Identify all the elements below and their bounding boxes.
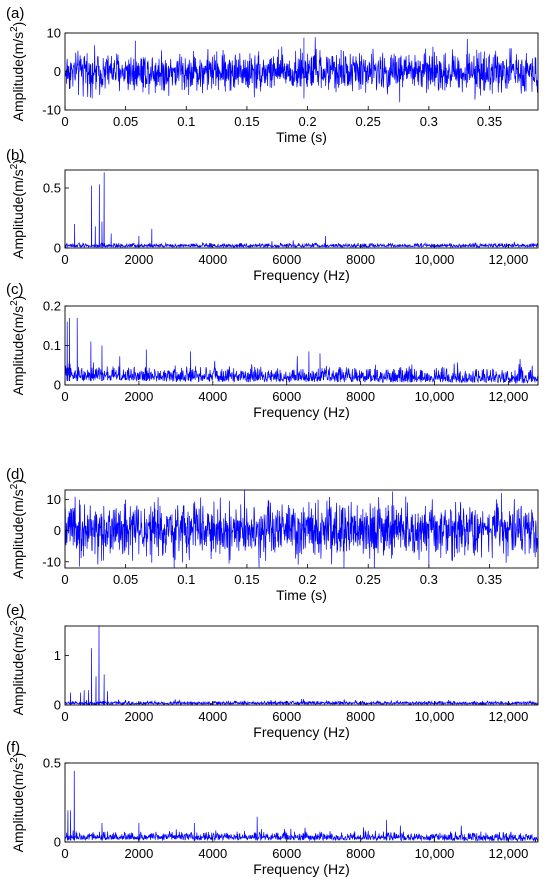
x-tick-label: 2000 (124, 252, 153, 267)
x-tick-label: 12,000 (489, 389, 529, 404)
y-axis-label: Amplitude(m/s2) (9, 159, 26, 259)
y-tick-label: 0.5 (43, 756, 61, 771)
axes-frame (64, 489, 539, 569)
signal-series-line (65, 317, 538, 384)
axes-frame (64, 625, 539, 706)
x-tick-label: 4000 (198, 846, 227, 861)
panel-label: (f) (6, 739, 20, 756)
y-tick-label: 0.5 (43, 181, 61, 196)
x-tick-label: 6000 (272, 709, 301, 724)
x-tick-label: 8000 (346, 846, 375, 861)
panel-label: (b) (6, 147, 24, 164)
x-tick-label: 6000 (272, 252, 301, 267)
signal-series-line (65, 626, 538, 705)
y-tick-label: -10 (42, 103, 61, 118)
x-tick-label: 2000 (124, 389, 153, 404)
x-tick-label: 0.1 (177, 114, 195, 129)
y-axis-label: Amplitude(m/s2) (9, 296, 26, 396)
x-axis-label: Time (s) (276, 587, 327, 603)
y-axis-label: Amplitude(m/s2) (9, 616, 26, 716)
x-tick-label: 6000 (272, 846, 301, 861)
x-axis-label: Frequency (Hz) (253, 267, 349, 283)
x-tick-label: 0.3 (420, 114, 438, 129)
signal-series-line (65, 770, 538, 842)
panel-label: (e) (6, 602, 24, 619)
y-tick-label: 10 (47, 26, 61, 41)
x-tick-label: 0 (61, 709, 68, 724)
y-tick-label: 1 (54, 648, 61, 663)
x-tick-label: 4000 (198, 389, 227, 404)
x-tick-label: 8000 (346, 252, 375, 267)
signal-series-line (65, 490, 538, 568)
x-tick-label: 8000 (346, 709, 375, 724)
axes-frame (64, 762, 539, 843)
x-tick-label: 2000 (124, 709, 153, 724)
y-tick-label: 0.2 (43, 299, 61, 314)
axes-frame (64, 169, 539, 249)
x-tick-label: 2000 (124, 846, 153, 861)
y-tick-label: 0.1 (43, 338, 61, 353)
x-tick-label: 0.05 (113, 114, 138, 129)
y-tick-label: 0 (54, 698, 61, 713)
x-tick-label: 0.15 (234, 114, 259, 129)
x-axis-label: Frequency (Hz) (253, 861, 349, 877)
x-tick-label: 0.2 (299, 114, 317, 129)
chart-panel-6: (f) 0 2000 4000 6000 8000 10,000 12,000 0 0.5 Freq… (6, 739, 539, 877)
x-tick-label: 0.35 (477, 114, 502, 129)
signal-series-line (65, 172, 538, 248)
y-tick-label: 0 (54, 241, 61, 256)
panel-label: (a) (6, 5, 24, 22)
x-tick-label: 12,000 (489, 846, 529, 861)
chart-panel-2: (b) 0 2000 4000 6000 8000 10,000 12,000 0 0.5 Freq… (6, 147, 539, 283)
chart-panel-5: (e) 0 2000 4000 6000 8000 10,000 12,000 0 1 Freque… (6, 602, 539, 740)
x-tick-label: 0.05 (113, 572, 138, 587)
x-axis-label: Time (s) (276, 129, 327, 145)
x-tick-label: 0 (61, 114, 68, 129)
x-tick-label: 0 (61, 846, 68, 861)
y-tick-label: 0 (54, 378, 61, 393)
x-tick-label: 10,000 (415, 709, 455, 724)
x-axis-label: Frequency (Hz) (253, 724, 349, 740)
x-tick-label: 12,000 (489, 709, 529, 724)
x-tick-label: 4000 (198, 252, 227, 267)
y-axis-label: Amplitude(m/s2) (9, 753, 26, 853)
x-tick-label: 10,000 (415, 846, 455, 861)
chart-panel-4: (d)0 0.05 0.1 0.15 0.2 0.25 0.3 0.35-10010Time … (6, 466, 539, 603)
y-tick-label: 0 (54, 835, 61, 850)
x-tick-label: 10,000 (415, 389, 455, 404)
x-tick-label: 0.1 (177, 572, 195, 587)
x-tick-label: 12,000 (489, 252, 529, 267)
chart-panel-1: (a)0 0.05 0.1 0.15 0.2 0.25 0.3 0.35-10010Time … (6, 5, 539, 145)
chart-panel-3: (c) 0 2000 4000 6000 8000 10,000 12,000 0 0.1 0.2 F… (6, 281, 539, 420)
x-tick-label: 0 (61, 572, 68, 587)
x-tick-label: 0 (61, 252, 68, 267)
x-tick-label: 4000 (198, 709, 227, 724)
x-axis-label: Frequency (Hz) (253, 404, 349, 420)
x-tick-label: 0.15 (234, 572, 259, 587)
y-axis-label: Amplitude(m/s2) (9, 22, 26, 122)
y-tick-label: -10 (42, 554, 61, 569)
x-tick-label: 6000 (272, 389, 301, 404)
y-axis-label: Amplitude(m/s2) (9, 479, 26, 579)
x-tick-label: 0 (61, 389, 68, 404)
panel-label: (d) (6, 466, 24, 483)
x-tick-label: 0.25 (356, 114, 381, 129)
x-tick-label: 0.2 (299, 572, 317, 587)
y-tick-label: 10 (47, 492, 61, 507)
x-tick-label: 10,000 (415, 252, 455, 267)
panel-label: (c) (6, 281, 24, 298)
x-tick-label: 8000 (346, 389, 375, 404)
x-tick-label: 0.3 (420, 572, 438, 587)
y-tick-label: 0 (54, 64, 61, 79)
signal-series-line (65, 37, 538, 103)
x-tick-label: 0.25 (356, 572, 381, 587)
y-tick-label: 0 (54, 523, 61, 538)
x-tick-label: 0.35 (477, 572, 502, 587)
